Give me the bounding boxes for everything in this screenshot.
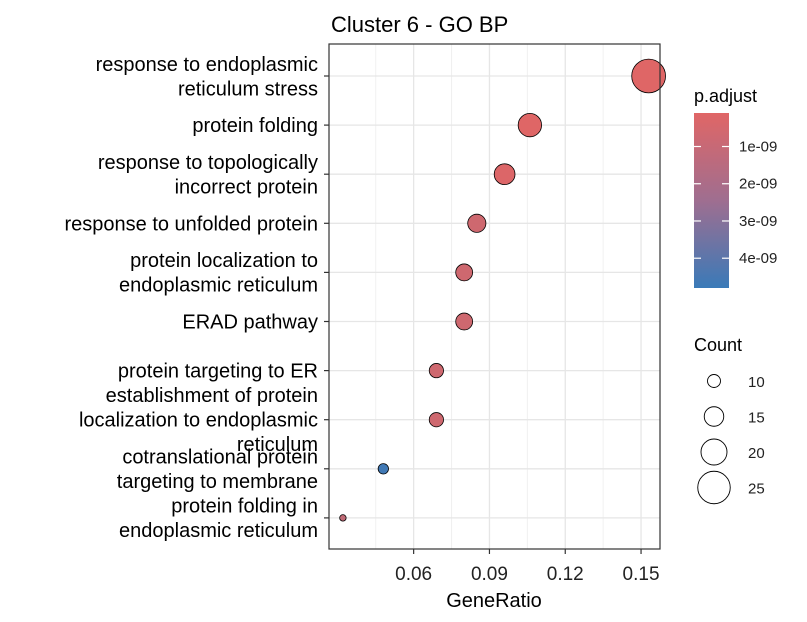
data-point xyxy=(428,412,444,428)
y-tick-label-line: response to endoplasmic xyxy=(96,54,318,76)
y-tick-label-line: response to unfolded protein xyxy=(64,213,318,235)
p-adjust-legend: p.adjust 1e-09 2e-09 3e-09 4e-09 xyxy=(694,86,777,288)
count-legend-title: Count xyxy=(694,335,742,355)
y-tick-label-line: protein localization to xyxy=(130,250,318,272)
count-legend-circle xyxy=(707,374,721,388)
count-legend-label: 25 xyxy=(748,481,765,498)
y-tick-label: protein folding in endoplasmic reticulum xyxy=(119,496,318,543)
y-tick-label: protein localization to endoplasmic retic… xyxy=(119,250,318,297)
p-adjust-colorbar xyxy=(694,113,729,288)
y-tick-label-line: protein folding in xyxy=(171,496,318,518)
y-tick-label-line: response to topologically xyxy=(98,152,318,174)
data-point xyxy=(339,514,347,522)
y-tick-label-line: endoplasmic reticulum xyxy=(119,520,318,542)
data-point xyxy=(377,463,389,475)
x-tick-label: 0.06 xyxy=(395,564,432,585)
y-tick-label-line: protein folding xyxy=(192,115,318,137)
y-tick-label-line: establishment of protein xyxy=(106,385,318,407)
y-tick-label: response to unfolded protein xyxy=(64,213,318,235)
y-tick-label: establishment of protein localization to … xyxy=(79,385,318,456)
colorbar-tick-label: 4e-09 xyxy=(739,250,777,267)
y-tick-label-line: protein targeting to ER xyxy=(118,361,318,383)
colorbar-tick-label: 1e-09 xyxy=(739,139,777,156)
y-tick-label-line: targeting to membrane xyxy=(117,471,318,493)
y-tick-label: protein folding xyxy=(192,115,318,137)
x-axis: 0.06 0.09 0.12 0.15 xyxy=(395,549,660,585)
y-tick-label-line: reticulum xyxy=(237,434,318,456)
y-tick-label-line: localization to endoplasmic xyxy=(79,410,318,432)
count-legend: Count 10 15 20 25 xyxy=(694,335,765,505)
y-tick-label-line: ERAD pathway xyxy=(182,312,318,334)
y-tick-label: ERAD pathway xyxy=(182,312,318,334)
x-tick-label: 0.15 xyxy=(623,564,660,585)
y-tick-label-line: reticulum stress xyxy=(178,78,318,100)
data-point xyxy=(455,263,474,282)
y-axis: response to endoplasmic reticulum stress p… xyxy=(64,54,329,542)
data-point xyxy=(455,312,474,331)
data-point xyxy=(631,58,666,94)
y-tick-label-line: incorrect protein xyxy=(175,176,318,198)
colorbar-tick-label: 3e-09 xyxy=(739,213,777,230)
count-legend-label: 15 xyxy=(748,410,765,427)
y-tick-label: protein targeting to ER xyxy=(118,361,318,383)
y-tick-label: cotranslational protein targeting to memb… xyxy=(117,447,318,494)
data-points xyxy=(339,58,666,522)
y-tick-label: response to topologically incorrect prote… xyxy=(98,152,318,199)
count-legend-circle xyxy=(703,406,725,427)
data-point xyxy=(493,163,516,186)
data-point xyxy=(428,363,444,379)
y-tick-label-line: endoplasmic reticulum xyxy=(119,275,318,297)
x-tick-label: 0.12 xyxy=(547,564,584,585)
count-legend-label: 10 xyxy=(748,374,765,391)
p-adjust-legend-title: p.adjust xyxy=(694,86,757,106)
y-tick-label-line: cotranslational protein xyxy=(122,447,318,469)
x-axis-label: GeneRatio xyxy=(446,590,542,612)
count-legend-label: 20 xyxy=(748,445,765,462)
y-tick-label: response to endoplasmic reticulum stress xyxy=(96,54,318,101)
plot-panel xyxy=(329,44,660,549)
plot-panel-border xyxy=(328,43,661,550)
count-legend-circle xyxy=(700,438,728,466)
grid-lines xyxy=(329,44,660,549)
x-tick-label: 0.09 xyxy=(471,564,508,585)
colorbar-tick-label: 2e-09 xyxy=(739,176,777,193)
data-point xyxy=(517,113,542,138)
count-legend-circle xyxy=(697,470,731,505)
data-point xyxy=(467,213,487,233)
chart-title: Cluster 6 - GO BP xyxy=(331,12,508,37)
